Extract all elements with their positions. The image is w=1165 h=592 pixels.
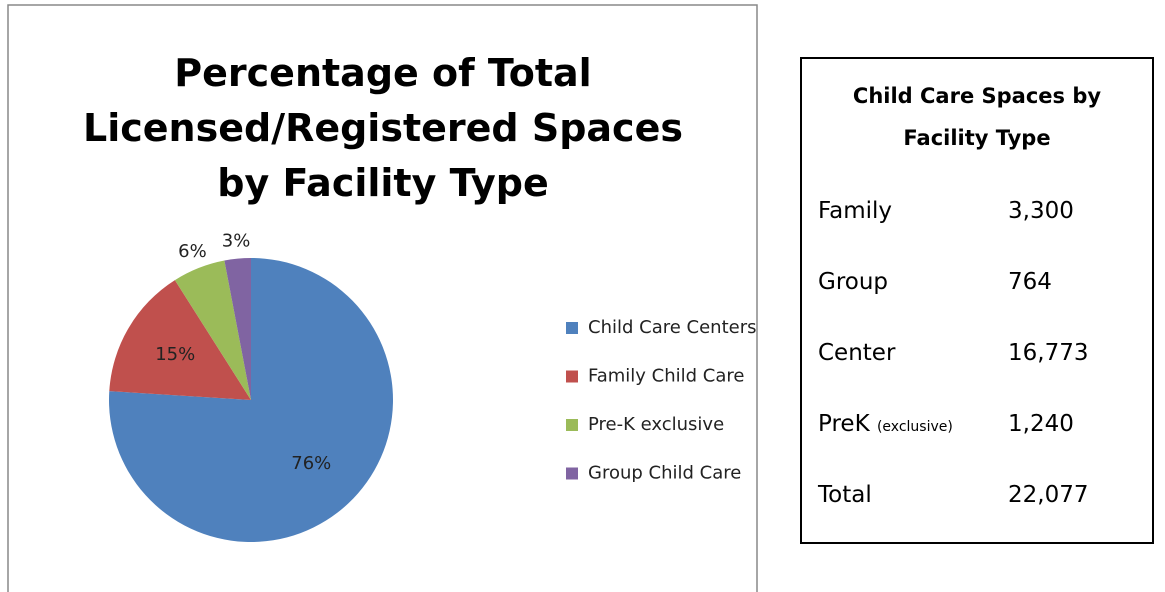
row-label: Group bbox=[818, 262, 888, 302]
row-label: Total bbox=[818, 475, 872, 515]
pie-slice bbox=[224, 258, 251, 400]
row-value: 22,077 bbox=[1008, 482, 1089, 508]
row-value: 3,300 bbox=[1008, 198, 1074, 224]
row-label-text: PreK bbox=[818, 411, 870, 437]
legend-swatch bbox=[566, 322, 578, 334]
row-value: 764 bbox=[1008, 269, 1052, 295]
row-value: 1,240 bbox=[1008, 411, 1074, 437]
chart-frame bbox=[7, 4, 758, 592]
table: Child Care Spaces by Facility Type Famil… bbox=[800, 57, 1154, 544]
pie-slice bbox=[174, 260, 251, 400]
data-label: 6% bbox=[178, 241, 207, 262]
row-label-text: Total bbox=[818, 482, 872, 508]
table-row: Total 22,077 bbox=[818, 475, 1148, 515]
chart: Percentage of Total Licensed/Registered S… bbox=[7, 4, 758, 592]
row-label-text: Center bbox=[818, 340, 896, 366]
row-value: 16,773 bbox=[1008, 340, 1089, 366]
row-label: PreK (exclusive) bbox=[818, 404, 953, 447]
pie-slice bbox=[109, 280, 251, 400]
row-label: Family bbox=[818, 191, 892, 231]
table-row: Family 3,300 bbox=[818, 191, 1148, 231]
row-label-text: Group bbox=[818, 269, 889, 295]
row-sublabel: (exclusive) bbox=[876, 419, 953, 435]
legend-label: Pre-K exclusive bbox=[588, 414, 724, 435]
table-title: Child Care Spaces by Facility Type bbox=[852, 84, 1102, 150]
data-label: 76% bbox=[291, 453, 331, 474]
table-row: Group 764 bbox=[818, 262, 1148, 302]
legend-swatch bbox=[566, 370, 578, 383]
legend-label: Group Child Care bbox=[588, 463, 741, 484]
table-row: PreK (exclusive) 1,240 bbox=[818, 404, 1148, 444]
legend-label: Family Child Care bbox=[588, 366, 744, 387]
row-label: Center bbox=[818, 333, 895, 373]
row-label-text: Family bbox=[818, 198, 893, 224]
legend-swatch bbox=[566, 419, 578, 431]
data-label: 3% bbox=[222, 231, 251, 252]
chart-title: Percentage of Total Licensed/Registered S… bbox=[83, 51, 683, 205]
legend-swatch bbox=[566, 467, 578, 480]
data-label: 15% bbox=[155, 344, 195, 365]
legend-label: Child Care Centers bbox=[588, 317, 757, 338]
table-row: Center 16,773 bbox=[818, 333, 1148, 373]
